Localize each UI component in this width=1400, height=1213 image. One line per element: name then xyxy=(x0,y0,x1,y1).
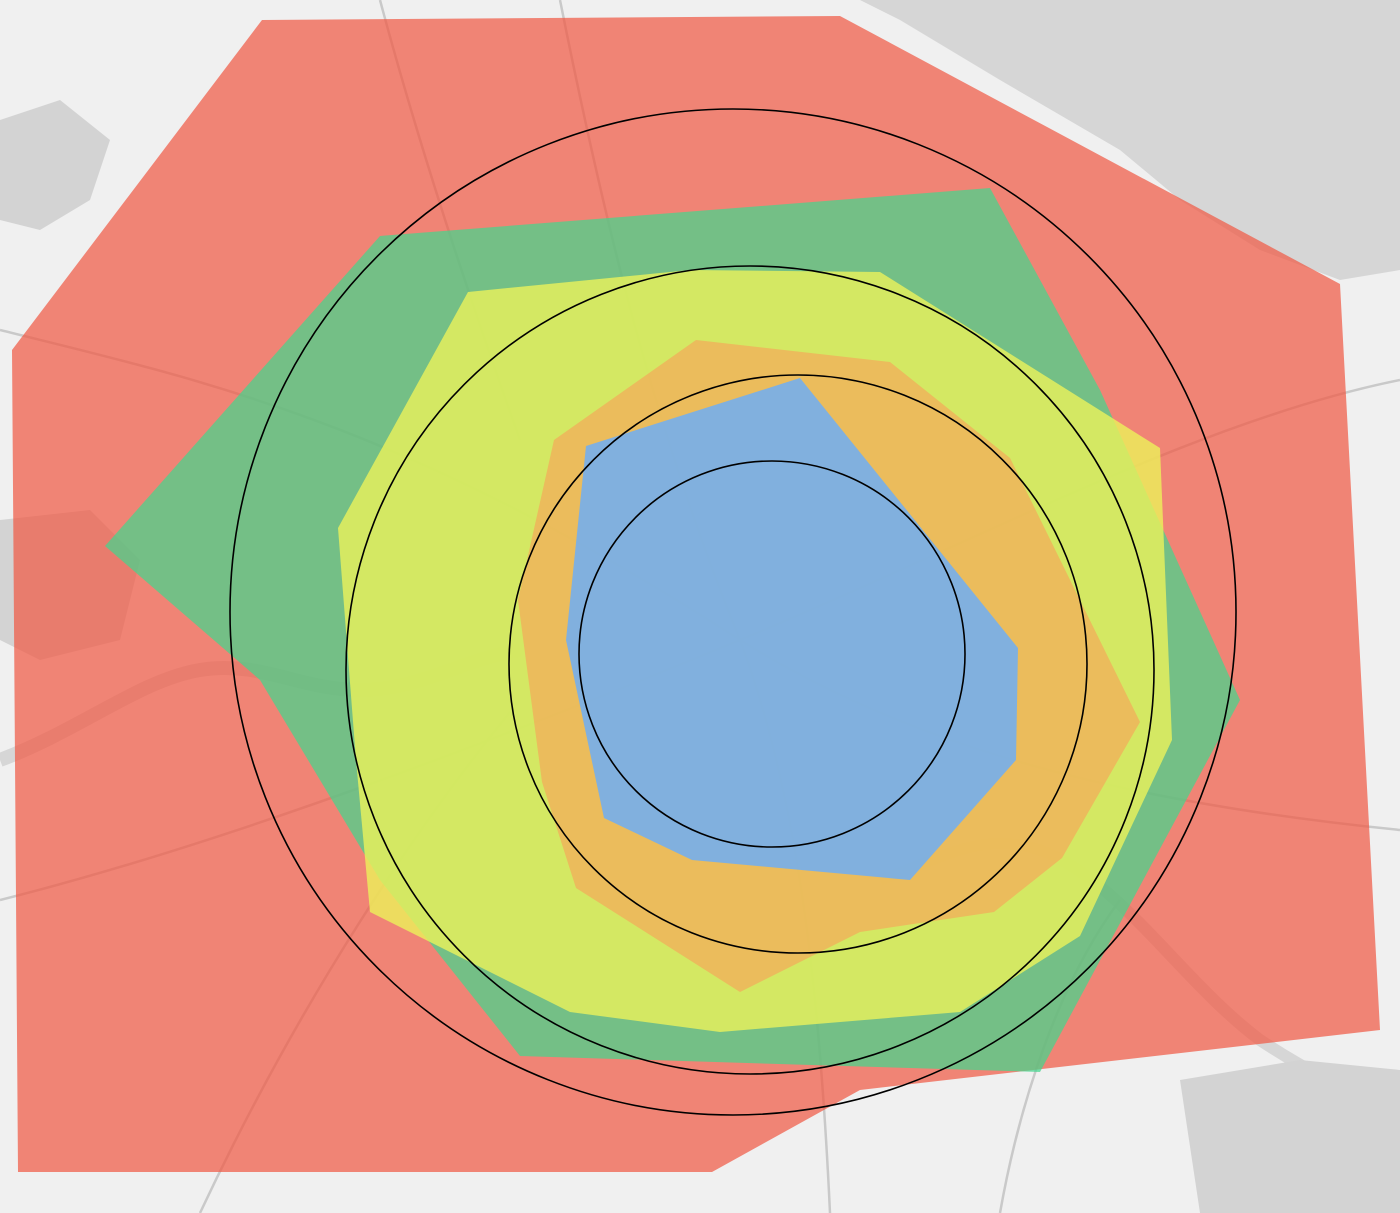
distance-ring-3 xyxy=(345,265,1155,1075)
isochrone-zone-1[interactable] xyxy=(566,378,1018,880)
distance-ring-4 xyxy=(229,108,1237,1116)
distance-ring-2 xyxy=(508,374,1088,954)
builtup-area-west xyxy=(0,100,110,230)
distance-rings xyxy=(229,108,1237,1116)
distance-ring-1 xyxy=(578,460,966,848)
builtup-area-southeast xyxy=(1180,1060,1400,1213)
lake xyxy=(860,0,1400,280)
